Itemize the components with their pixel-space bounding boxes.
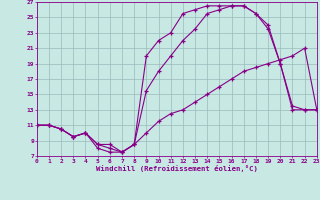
X-axis label: Windchill (Refroidissement éolien,°C): Windchill (Refroidissement éolien,°C) [96,165,258,172]
